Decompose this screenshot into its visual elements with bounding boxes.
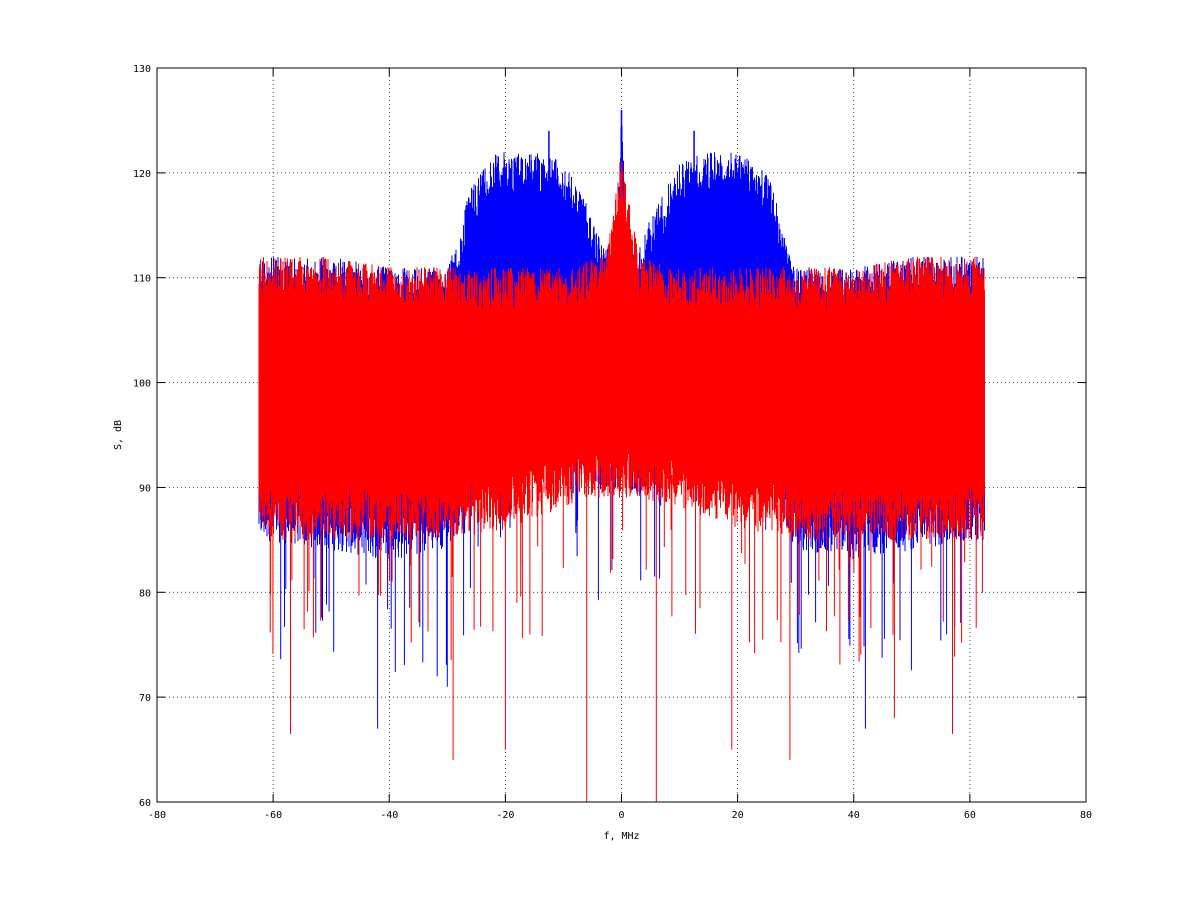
series-noise-strokes [258, 171, 985, 540]
y-axis-label: S, dB [113, 420, 124, 450]
series-dip-strokes [269, 466, 983, 802]
y-tick-label: 70 [139, 693, 151, 704]
x-tick-label: -80 [148, 810, 166, 821]
series-red [258, 162, 985, 802]
x-tick-labels: -80 -60 -40 -20 0 20 40 60 80 [148, 810, 1092, 821]
y-tick-label: 90 [139, 483, 151, 494]
x-tick-label: 0 [618, 810, 624, 821]
y-tick-label: 100 [133, 379, 151, 390]
x-tick-label: 60 [964, 810, 976, 821]
series-layer [258, 109, 985, 802]
x-axis-label: f, MHz [603, 831, 639, 842]
y-tick-label: 60 [139, 798, 151, 809]
tick-marks [156, 67, 1087, 803]
x-tick-label: -60 [264, 810, 282, 821]
x-tick-label: 20 [732, 810, 744, 821]
x-tick-label: 80 [1080, 810, 1092, 821]
x-tick-label: 40 [848, 810, 860, 821]
x-tick-label: -40 [380, 810, 398, 821]
y-tick-label: 120 [133, 169, 151, 180]
x-tick-label: -20 [496, 810, 514, 821]
y-tick-label: 110 [133, 274, 151, 285]
y-tick-label: 130 [133, 64, 151, 75]
y-tick-labels: 60 70 80 90 100 110 120 130 [133, 64, 151, 809]
y-tick-label: 80 [139, 588, 151, 599]
